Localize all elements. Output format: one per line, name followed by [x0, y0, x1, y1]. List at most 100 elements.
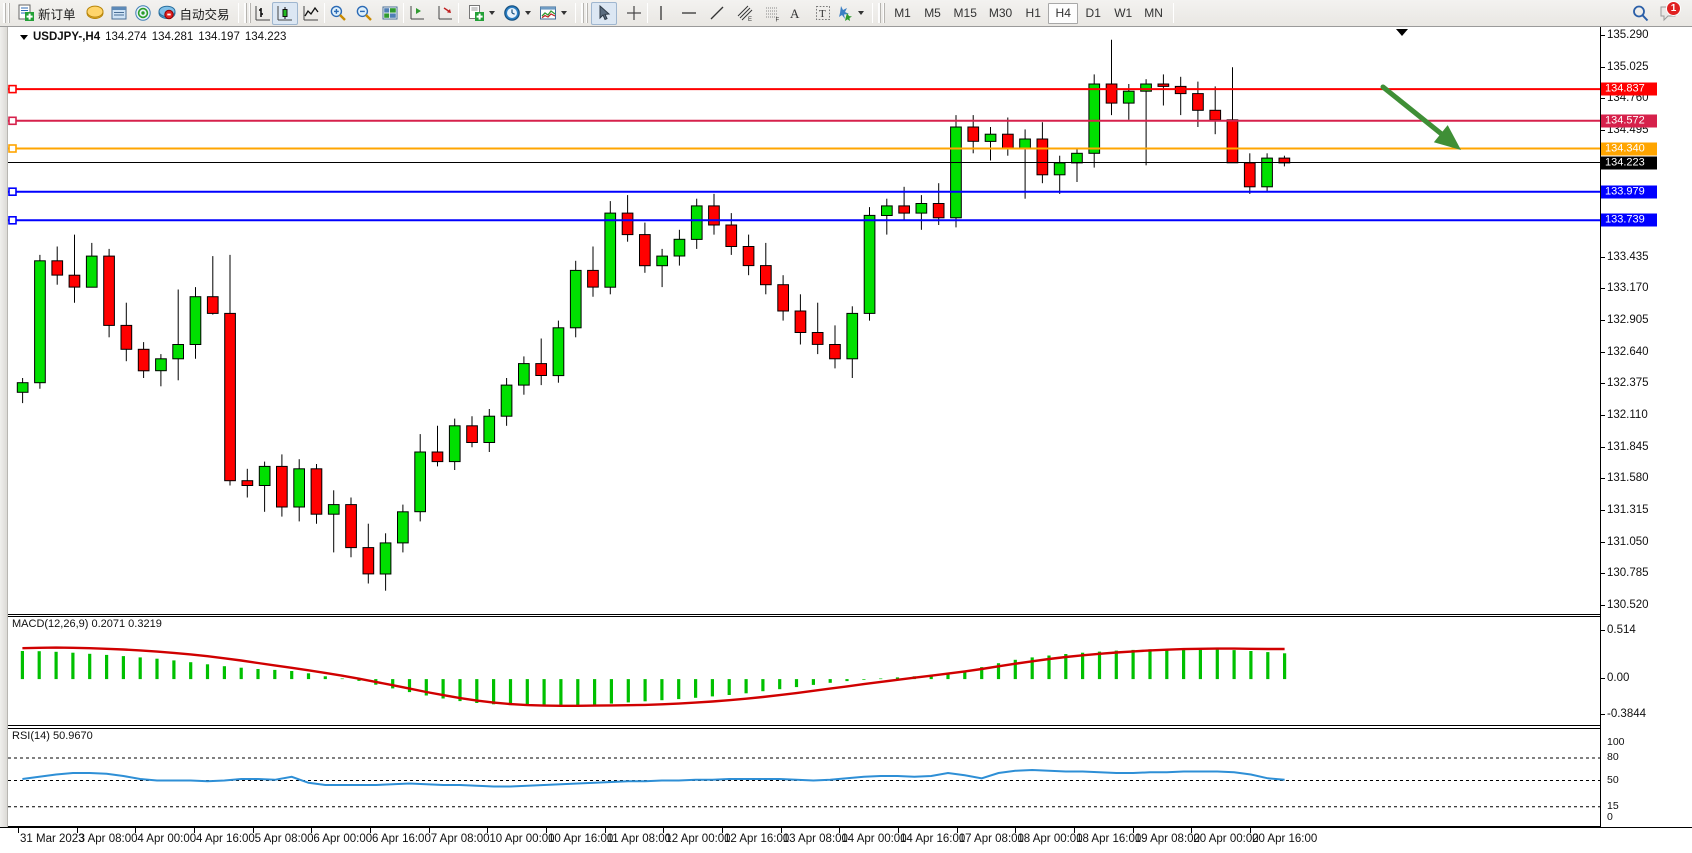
timeframe-grip[interactable]	[877, 3, 885, 23]
text-button[interactable]: A	[782, 2, 808, 25]
search-icon[interactable]	[1631, 4, 1650, 23]
price-tick-label: 132.905	[1607, 314, 1649, 326]
macd-title: MACD(12,26,9) 0.2071 0.3219	[12, 618, 162, 630]
period-button[interactable]	[499, 2, 535, 25]
toolbar-separator-5	[574, 3, 576, 23]
main-toolbar: 新订单 自动交易	[0, 0, 1692, 27]
line-chart-icon[interactable]	[302, 4, 320, 22]
macd-panel[interactable]: MACD(12,26,9) 0.2071 0.3219	[8, 616, 1600, 726]
price-tick	[1601, 541, 1605, 543]
quote-close: 134.223	[244, 31, 287, 43]
chart-tools-grip[interactable]	[243, 3, 251, 23]
time-tick	[487, 828, 489, 833]
price-tick	[1601, 510, 1605, 511]
time-tick	[252, 828, 254, 833]
market-watch-icon[interactable]	[86, 4, 104, 22]
timeframe-group: M1 M5 M15 M30 H1 H4 D1 W1 MN	[888, 2, 1169, 24]
toolbar-grip[interactable]	[3, 3, 10, 23]
symbol-label: USDJPY-,H4	[33, 31, 101, 43]
down-arrow-annotation[interactable]	[8, 27, 1600, 615]
macd-tick	[1601, 714, 1605, 715]
macd-tick-label: 0.00	[1607, 672, 1630, 685]
time-tick	[1191, 828, 1193, 833]
chart-grid-icon[interactable]	[381, 4, 399, 22]
price-level-badge-current-price[interactable]: 134.223	[1601, 156, 1657, 169]
draw-tools-grip[interactable]	[580, 3, 588, 23]
vertical-line-icon[interactable]	[652, 4, 670, 22]
cursor-button[interactable]	[590, 1, 617, 25]
toolbar-separator-2	[323, 3, 325, 23]
price-tick-label: 132.110	[1607, 409, 1648, 421]
crosshair-icon[interactable]	[625, 4, 643, 22]
auto-scroll-icon[interactable]	[436, 4, 454, 22]
rsi-panel[interactable]: RSI(14) 50.9670	[8, 728, 1600, 827]
terminal-icon[interactable]	[158, 4, 176, 22]
time-tick-label: 6 Apr 16:00	[372, 833, 431, 845]
equidistant-channel-icon[interactable]: E	[736, 4, 754, 22]
timeframe-h1[interactable]: H1	[1025, 5, 1041, 20]
trendline-icon[interactable]	[708, 4, 726, 22]
price-level-badge-support[interactable]: 133.739	[1601, 213, 1657, 227]
templates-button[interactable]	[463, 2, 499, 25]
rsi-plot	[8, 757, 1600, 808]
text-icon: A	[790, 6, 800, 21]
price-tick-label: 133.170	[1607, 282, 1649, 295]
price-tick-label: 135.290	[1607, 29, 1649, 41]
shapes-button[interactable]	[832, 2, 868, 25]
time-tick	[780, 828, 782, 833]
price-level-badge-pivot[interactable]: 134.340	[1601, 142, 1657, 156]
zoom-in-icon[interactable]	[329, 4, 347, 22]
chart-shift-icon[interactable]	[408, 4, 426, 22]
price-candles	[16, 39, 1291, 591]
chart-area[interactable]: USDJPY-,H4 134.274 134.281 134.197 134.2…	[0, 27, 1692, 853]
rsi-title: RSI(14) 50.9670	[12, 730, 93, 742]
price-level-badge-support[interactable]: 133.979	[1601, 185, 1657, 199]
notification-button[interactable]: 1	[1659, 0, 1681, 23]
timeframe-m5[interactable]: M5	[924, 5, 941, 20]
time-tick	[839, 828, 841, 833]
price-axis[interactable]: 135.290 135.025 134.760 134.495 133.435 133.1…	[1600, 27, 1692, 827]
navigator-icon[interactable]	[134, 4, 152, 22]
toolbar-separator-8	[1172, 3, 1174, 23]
candlestick-chart-button[interactable]	[271, 1, 298, 25]
time-tick-label: 31 Mar 2023	[20, 833, 85, 845]
timeframe-mn[interactable]: MN	[1144, 5, 1163, 20]
toolbar-separator-1	[237, 3, 239, 23]
timeframe-m15[interactable]: M15	[953, 5, 977, 20]
toolbar-right-group: 1	[1631, 0, 1690, 23]
indicators-button[interactable]	[535, 2, 571, 25]
timeframe-d1[interactable]: D1	[1085, 5, 1101, 20]
time-tick-label: 11 Apr 08:00	[606, 833, 672, 845]
zoom-out-icon[interactable]	[355, 4, 373, 22]
macd-tick-label: -0.3844	[1607, 708, 1647, 720]
price-level-badge-resistance[interactable]: 134.837	[1601, 82, 1657, 96]
price-tick	[1601, 383, 1605, 385]
price-tick	[1601, 35, 1605, 36]
symbol-dropdown-caret-icon[interactable]	[20, 34, 28, 40]
time-tick-label: 10 Apr 16:00	[548, 833, 614, 845]
time-tick	[76, 828, 78, 833]
bar-chart-icon[interactable]	[254, 4, 272, 22]
timeframe-m1[interactable]: M1	[894, 5, 911, 20]
shapes-caret-icon	[857, 11, 864, 15]
timeframe-h4[interactable]: H4	[1048, 2, 1079, 24]
time-tick	[370, 828, 372, 833]
fibonacci-icon[interactable]: F	[764, 4, 782, 22]
time-tick-label: 12 Apr 16:00	[724, 833, 790, 845]
chart-vertical-scroll[interactable]	[0, 27, 8, 827]
timeframe-m30[interactable]: M30	[988, 5, 1013, 20]
svg-text:E: E	[748, 17, 752, 22]
autotrading-button[interactable]: 自动交易	[176, 2, 234, 25]
timeframe-w1[interactable]: W1	[1114, 5, 1133, 20]
text-label-icon[interactable]: T	[814, 4, 832, 22]
time-tick-label: 20 Apr 16:00	[1252, 833, 1318, 845]
horizontal-line-icon[interactable]	[680, 4, 698, 22]
price-level-badge-resistance[interactable]: 134.572	[1601, 114, 1657, 128]
price-tick	[1601, 256, 1605, 258]
price-level-lines[interactable]	[8, 27, 1600, 615]
time-axis[interactable]: 31 Mar 2023 3 Apr 08:00 4 Apr 00:00 4 Apr 1…	[0, 827, 1692, 853]
new-order-button[interactable]: 新订单	[13, 2, 80, 25]
price-panel[interactable]: USDJPY-,H4 134.274 134.281 134.197 134.2…	[8, 27, 1600, 615]
templates-caret-icon	[488, 11, 495, 15]
data-window-icon[interactable]	[110, 4, 128, 22]
